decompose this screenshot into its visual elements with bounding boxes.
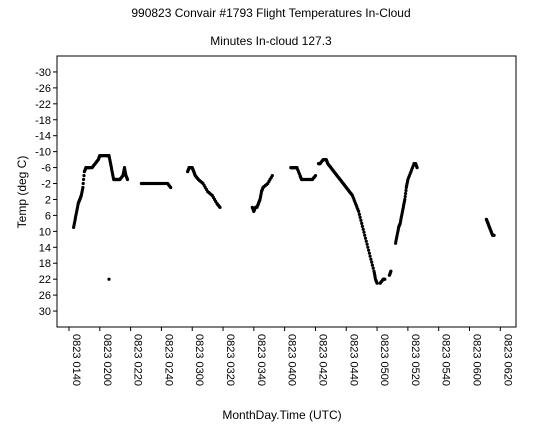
data-point [125,177,130,182]
data-point [364,239,368,243]
data-point [363,236,368,240]
data-point [404,188,408,193]
y-tick-label: -2 [41,179,51,191]
y-tick-label: 14 [39,242,51,254]
y-tick-label: -30 [35,67,51,79]
y-tick-label: 2 [45,194,51,206]
x-tick-label: 0823 0140 [70,334,82,386]
data-point [82,174,86,178]
x-tick-label: 0823 0340 [255,334,267,386]
data-point [360,224,364,228]
data-point [107,277,111,281]
y-tick-label: 22 [39,274,51,286]
y-tick-label: -6 [41,163,51,175]
data-point [370,260,374,264]
x-tick-label: 0823 0400 [286,334,298,386]
x-tick-label: 0823 0520 [409,334,421,386]
data-point [403,197,407,202]
data-point [360,221,364,225]
y-tick-label: 18 [39,258,51,270]
x-axis-label: MonthDay.Time (UTC) [222,408,341,422]
data-point [218,205,222,209]
data-point [81,185,85,190]
data-point [366,245,370,249]
chart-subtitle: Minutes In-cloud 127.3 [210,34,332,48]
y-tick-label: 10 [39,226,51,238]
x-tick-label: 0823 0420 [316,334,328,386]
data-point [389,269,393,273]
data-point [270,174,274,178]
chart-title: 990823 Convair #1793 Flight Temperatures… [131,6,411,20]
x-tick-label: 0823 0540 [440,334,452,386]
data-point [371,266,375,270]
x-axis: 0823 0140 0823 0200 0823 0220 0823 0240 0823… [68,327,513,386]
data-point [81,181,85,186]
data-point [403,194,407,199]
plot-frame [56,55,517,328]
data-series [72,154,496,285]
y-tick-label: 6 [45,210,51,222]
data-point [357,209,361,213]
x-tick-label: 0823 0600 [470,334,482,386]
x-tick-label: 0823 0320 [224,334,236,386]
data-point [369,257,373,261]
data-point [365,242,369,246]
y-tick-label: -14 [35,131,51,143]
data-point [362,230,366,234]
data-point [359,218,363,222]
y-tick-label: 26 [39,290,51,302]
data-point [404,191,408,196]
data-point [361,227,365,231]
y-tick-label: -22 [35,99,51,111]
y-tick-label: -10 [35,147,51,159]
data-point [363,233,367,237]
x-tick-label: 0823 0440 [347,334,359,386]
y-tick-label: -18 [35,115,51,127]
data-point [313,174,318,178]
y-tick-label: -26 [35,83,51,95]
data-point [368,254,372,258]
data-point [492,233,496,237]
x-tick-label: 0823 0220 [132,334,144,386]
x-tick-label: 0823 0240 [162,334,174,386]
data-point [370,263,374,267]
data-point [367,251,371,255]
data-point [169,185,173,190]
y-axis-label: Temp (deg C) [15,156,29,229]
data-point [357,212,361,216]
y-tick-label: 30 [39,306,51,318]
data-point [415,166,419,170]
x-tick-label: 0823 0500 [378,334,390,386]
data-point [367,248,371,252]
x-tick-label: 0823 0620 [501,334,513,386]
data-point [375,281,379,285]
x-tick-label: 0823 0200 [101,334,113,386]
data-point [82,177,86,182]
data-point [358,215,362,219]
data-point [383,277,387,281]
x-tick-label: 0823 0300 [193,334,205,386]
